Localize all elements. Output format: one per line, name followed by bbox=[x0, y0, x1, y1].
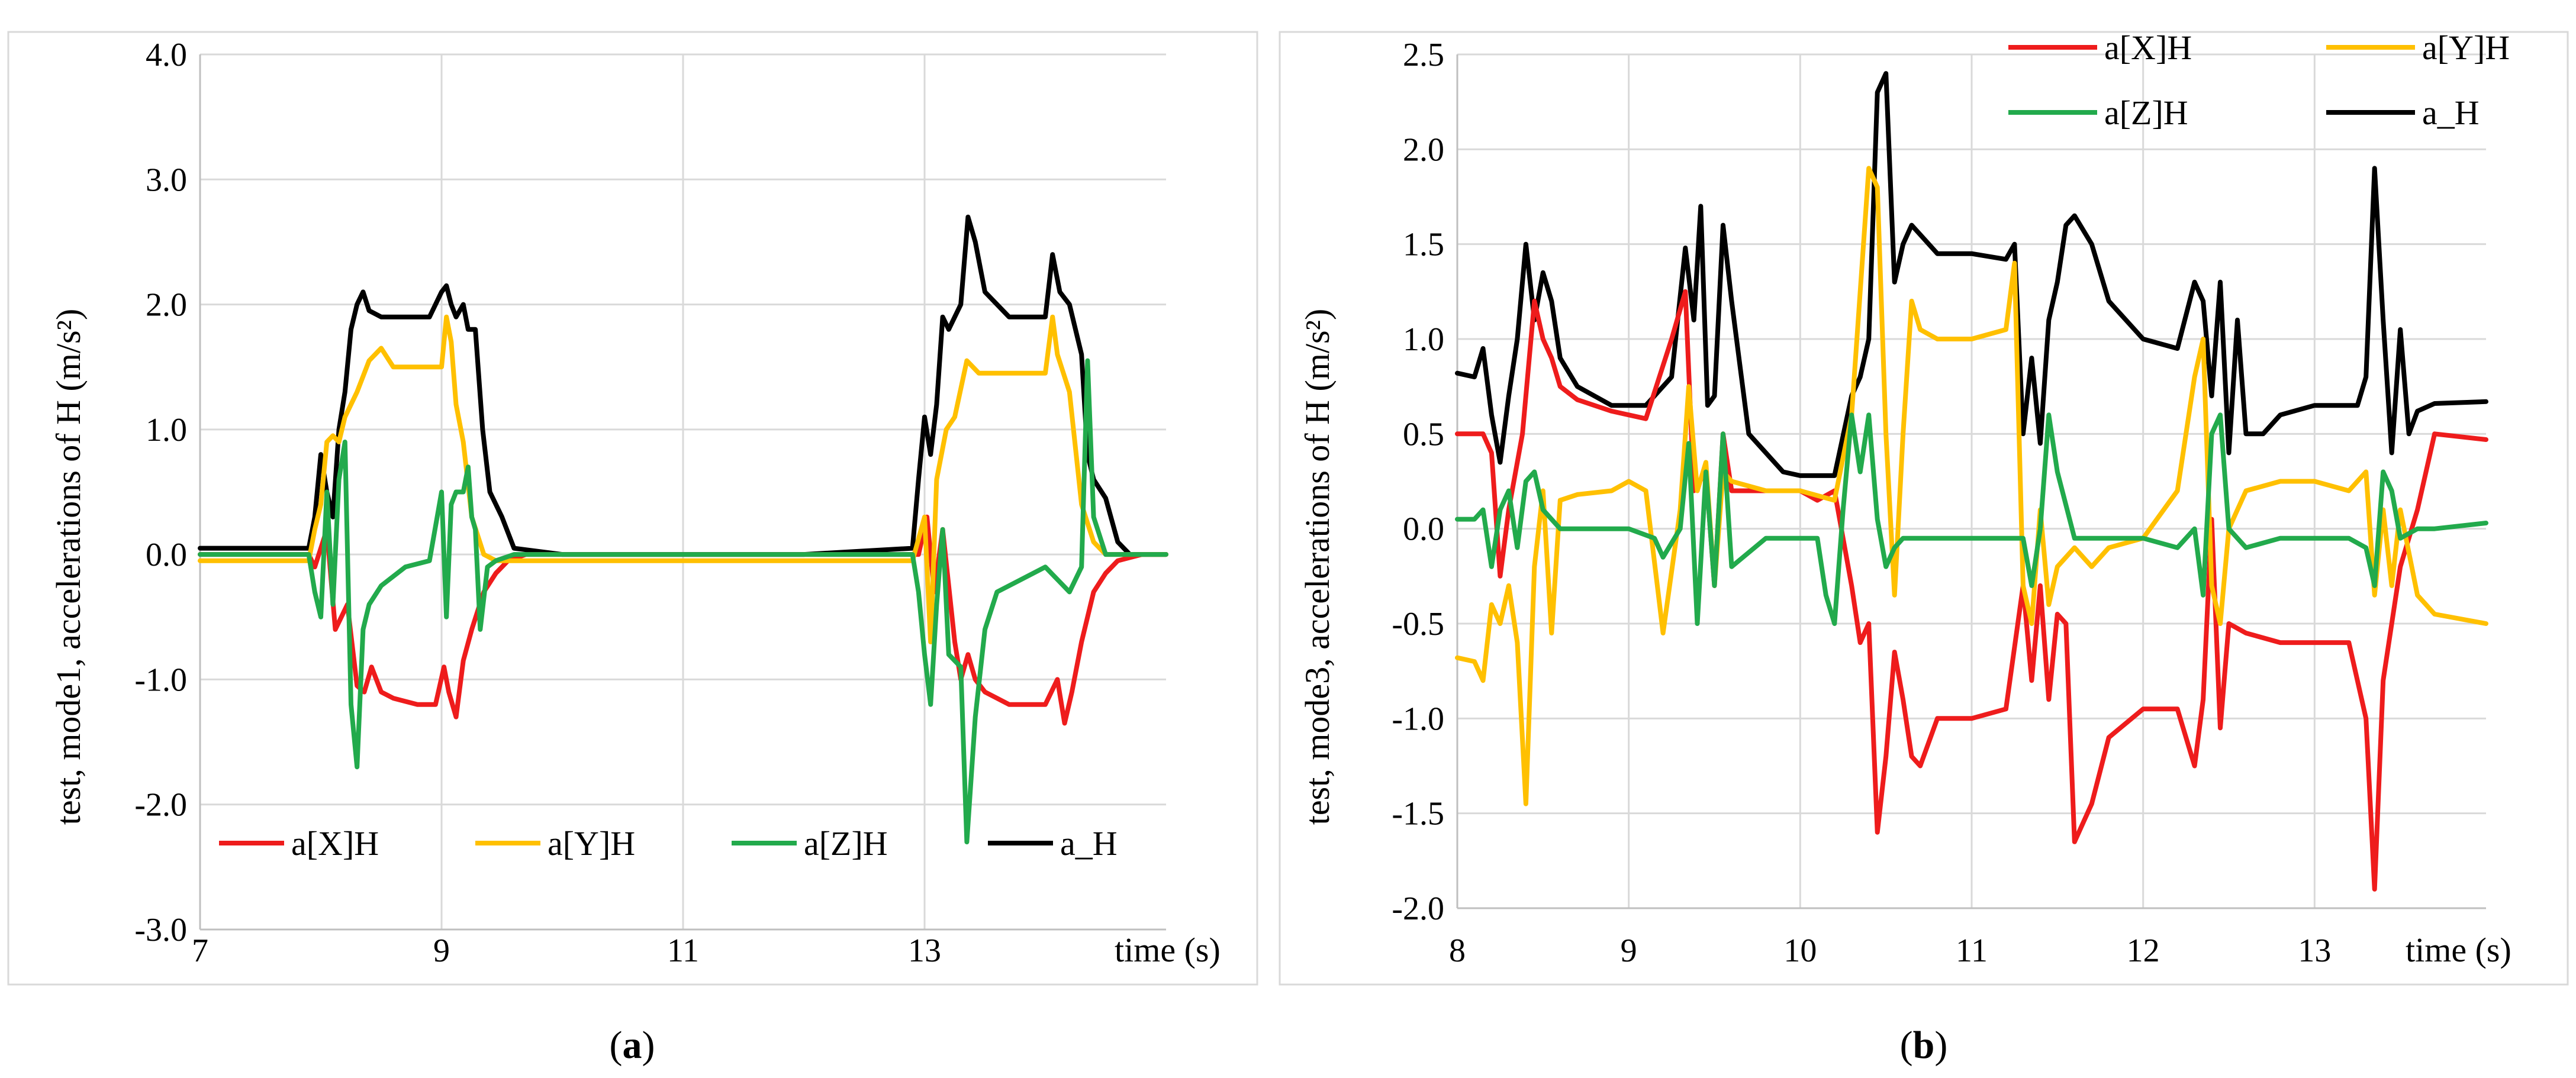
chart-a-legend-label: a[X]H bbox=[291, 824, 379, 863]
chart-b-legend-label: a_H bbox=[2422, 93, 2480, 132]
chart-b-xtick-label: 13 bbox=[2298, 932, 2331, 969]
chart-b-ytick-label: 0.0 bbox=[1403, 511, 1444, 548]
chart-a-legend-label: a_H bbox=[1060, 824, 1118, 863]
chart-b-series-a-x-hline bbox=[1455, 289, 2488, 892]
chart-a-frame bbox=[7, 31, 1258, 986]
caption-a-close: ) bbox=[642, 1024, 655, 1067]
chart-b-legend-label: a[Z]H bbox=[2104, 93, 2188, 132]
caption-b-close: ) bbox=[1934, 1024, 1947, 1067]
chart-b-xtick-label: 9 bbox=[1621, 932, 1637, 969]
chart-b-tick-labels: -2.0 -1.5 -1.0 -0.5 0.0 0.5 1.0 1.5 2.0 2.5 8 9 10 11… bbox=[1392, 37, 2331, 969]
caption-b-open: ( bbox=[1900, 1024, 1913, 1067]
chart-a-ylabel: test, mode1, accelerations of H (m/s²) bbox=[49, 309, 88, 825]
chart-b-legend-label: a[Y]H bbox=[2422, 28, 2510, 67]
chart-a-xtick-label: 13 bbox=[908, 932, 941, 969]
chart-a-xtick-label: 7 bbox=[192, 932, 208, 969]
chart-b-xtick-label: 11 bbox=[1956, 932, 1988, 969]
chart-panel-a: -3.0 -2.0 -1.0 0.0 1.0 2.0 3.0 4.0 7 9 11 13 test, … bbox=[7, 31, 1258, 986]
chart-b-xtick-label: 10 bbox=[1783, 932, 1817, 969]
caption-a-open: ( bbox=[610, 1024, 623, 1067]
chart-b-xlabel: time (s) bbox=[2406, 931, 2511, 969]
caption-b: (b) bbox=[1900, 1024, 1948, 1067]
chart-b-ytick-label: 2.5 bbox=[1403, 37, 1444, 73]
chart-a-xlabel: time (s) bbox=[1115, 931, 1221, 969]
chart-a-ytick-label: -3.0 bbox=[134, 912, 187, 948]
chart-panel-b: -2.0 -1.5 -1.0 -0.5 0.0 0.5 1.0 1.5 2.0 2.5 8 9 10 11… bbox=[1279, 28, 2569, 986]
chart-b-series-a-y-hline bbox=[1455, 166, 2488, 806]
chart-b-ytick-label: -1.5 bbox=[1392, 796, 1444, 832]
chart-a-legend: a[X]H a[Y]H a[Z]H a_H bbox=[219, 824, 1118, 863]
chart-a-ytick-label: -1.0 bbox=[134, 661, 187, 698]
chart-b-ytick-label: -2.0 bbox=[1392, 890, 1444, 927]
chart-b-legend-label: a[X]H bbox=[2104, 28, 2192, 67]
chart-a-series-a-z-hline bbox=[198, 358, 1168, 845]
chart-b-ytick-label: -1.0 bbox=[1392, 701, 1444, 737]
chart-a-series-a-hline bbox=[198, 214, 1168, 557]
chart-a-legend-label: a[Y]H bbox=[548, 824, 635, 863]
caption-b-letter: b bbox=[1913, 1024, 1935, 1067]
chart-b-series-a-hline bbox=[1455, 71, 2488, 478]
chart-b-series-a-z-hline bbox=[1455, 412, 2488, 626]
caption-a-letter: a bbox=[623, 1024, 642, 1067]
chart-a-series bbox=[198, 214, 1168, 845]
chart-b-series bbox=[1455, 71, 2488, 892]
chart-b-ytick-label: 1.5 bbox=[1403, 227, 1444, 263]
chart-b-ytick-label: 1.0 bbox=[1403, 321, 1444, 358]
chart-a-ytick-label: 2.0 bbox=[146, 287, 187, 324]
chart-b-xtick-label: 12 bbox=[2127, 932, 2160, 969]
caption-a: (a) bbox=[610, 1024, 655, 1067]
chart-b-ytick-label: 2.0 bbox=[1403, 131, 1444, 168]
chart-a-legend-label: a[Z]H bbox=[804, 824, 888, 863]
chart-b-ylabel: test, mode3, accelerations of H (m/s²) bbox=[1298, 309, 1337, 825]
chart-b-legend: a[X]H a[Y]H a[Z]H a_H bbox=[2008, 28, 2510, 132]
chart-b-xtick-label: 8 bbox=[1449, 932, 1466, 969]
chart-a-ytick-label: 0.0 bbox=[146, 537, 187, 573]
chart-b-gridlines bbox=[1456, 53, 2486, 909]
chart-b-ytick-label: -0.5 bbox=[1392, 606, 1444, 643]
chart-a-series-a-y-hline bbox=[198, 314, 1168, 644]
chart-a-xtick-label: 9 bbox=[433, 932, 450, 969]
chart-b-ytick-label: 0.5 bbox=[1403, 416, 1444, 453]
chart-a-ytick-label: 1.0 bbox=[146, 412, 187, 448]
chart-a-ytick-label: -2.0 bbox=[134, 787, 187, 824]
chart-a-ytick-label: 4.0 bbox=[146, 37, 187, 73]
chart-a-xtick-label: 11 bbox=[667, 932, 699, 969]
chart-a-tick-labels: -3.0 -2.0 -1.0 0.0 1.0 2.0 3.0 4.0 7 9 11 13 bbox=[134, 37, 941, 969]
chart-a-ytick-label: 3.0 bbox=[146, 162, 187, 198]
